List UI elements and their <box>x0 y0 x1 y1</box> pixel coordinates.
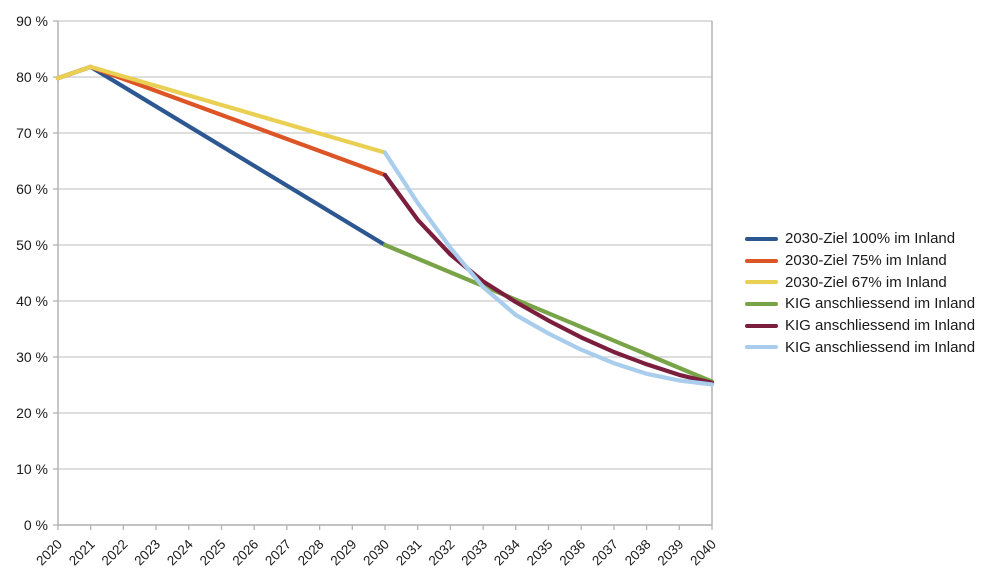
series-line-4 <box>382 172 715 385</box>
x-tick-label: 2034 <box>491 536 523 568</box>
legend-line-swatch <box>745 345 778 350</box>
x-tick-label: 2033 <box>458 537 490 569</box>
legend-line-swatch <box>745 280 778 285</box>
y-tick-label: 10 % <box>16 461 48 477</box>
legend-line-swatch <box>745 323 778 328</box>
legend-item: 2030-Ziel 75% im Inland <box>745 250 975 272</box>
x-tick-label: 2036 <box>556 537 588 569</box>
x-tick-label: 2020 <box>33 537 65 569</box>
x-tick-label: 2028 <box>295 537 327 569</box>
x-tick-label: 2025 <box>197 537 229 569</box>
y-tick-label: 40 % <box>16 293 48 309</box>
legend-label: 2030-Ziel 100% im Inland <box>785 230 956 248</box>
x-tick-label: 2037 <box>589 537 621 569</box>
x-tick-label: 2035 <box>524 537 556 569</box>
x-tick-label: 2038 <box>622 537 654 569</box>
legend-line-swatch <box>745 301 778 306</box>
legend-item: KIG anschliessend im Inland <box>745 315 975 337</box>
x-tick-label: 2031 <box>393 537 425 569</box>
x-tick-label: 2023 <box>131 537 163 569</box>
y-tick-label: 90 % <box>16 13 48 29</box>
y-tick-label: 60 % <box>16 181 48 197</box>
x-tick-label: 2040 <box>687 537 719 569</box>
x-tick-label: 2027 <box>262 537 294 569</box>
y-tick-label: 20 % <box>16 405 48 421</box>
x-tick-label: 2032 <box>426 537 458 569</box>
series-line-3 <box>382 242 715 384</box>
x-tick-label: 2024 <box>164 536 196 568</box>
legend-label: KIG anschliessend im Inland <box>785 295 976 313</box>
legend-line-swatch <box>745 258 778 263</box>
y-tick-label: 70 % <box>16 125 48 141</box>
legend-label: 2030-Ziel 75% im Inland <box>785 252 947 270</box>
legend-label: KIG anschliessend im Inland <box>785 317 976 335</box>
x-tick-label: 2029 <box>328 537 360 569</box>
y-tick-label: 50 % <box>16 237 48 253</box>
y-tick-label: 30 % <box>16 349 48 365</box>
x-tick-label: 2022 <box>99 537 131 569</box>
legend-line-swatch <box>745 236 778 241</box>
x-tick-label: 2039 <box>655 537 687 569</box>
legend-item: KIG anschliessend im Inland <box>745 336 975 358</box>
y-tick-label: 80 % <box>16 69 48 85</box>
chart-legend: 2030-Ziel 100% im Inland 2030-Ziel 75% im… <box>745 228 975 358</box>
legend-item: KIG anschliessend im Inland <box>745 293 975 315</box>
y-tick-label: 0 % <box>24 517 48 533</box>
series-line-2 <box>55 64 388 155</box>
legend-item: 2030-Ziel 100% im Inland <box>745 228 975 250</box>
x-tick-label: 2030 <box>360 537 392 569</box>
x-tick-label: 2021 <box>66 537 98 569</box>
series-line-5 <box>382 150 715 387</box>
legend-label: KIG anschliessend im Inland <box>785 338 976 356</box>
legend-label: 2030-Ziel 67% im Inland <box>785 273 947 291</box>
series-line-1 <box>55 64 388 178</box>
legend-item: 2030-Ziel 67% im Inland <box>745 271 975 293</box>
x-tick-label: 2026 <box>229 537 261 569</box>
